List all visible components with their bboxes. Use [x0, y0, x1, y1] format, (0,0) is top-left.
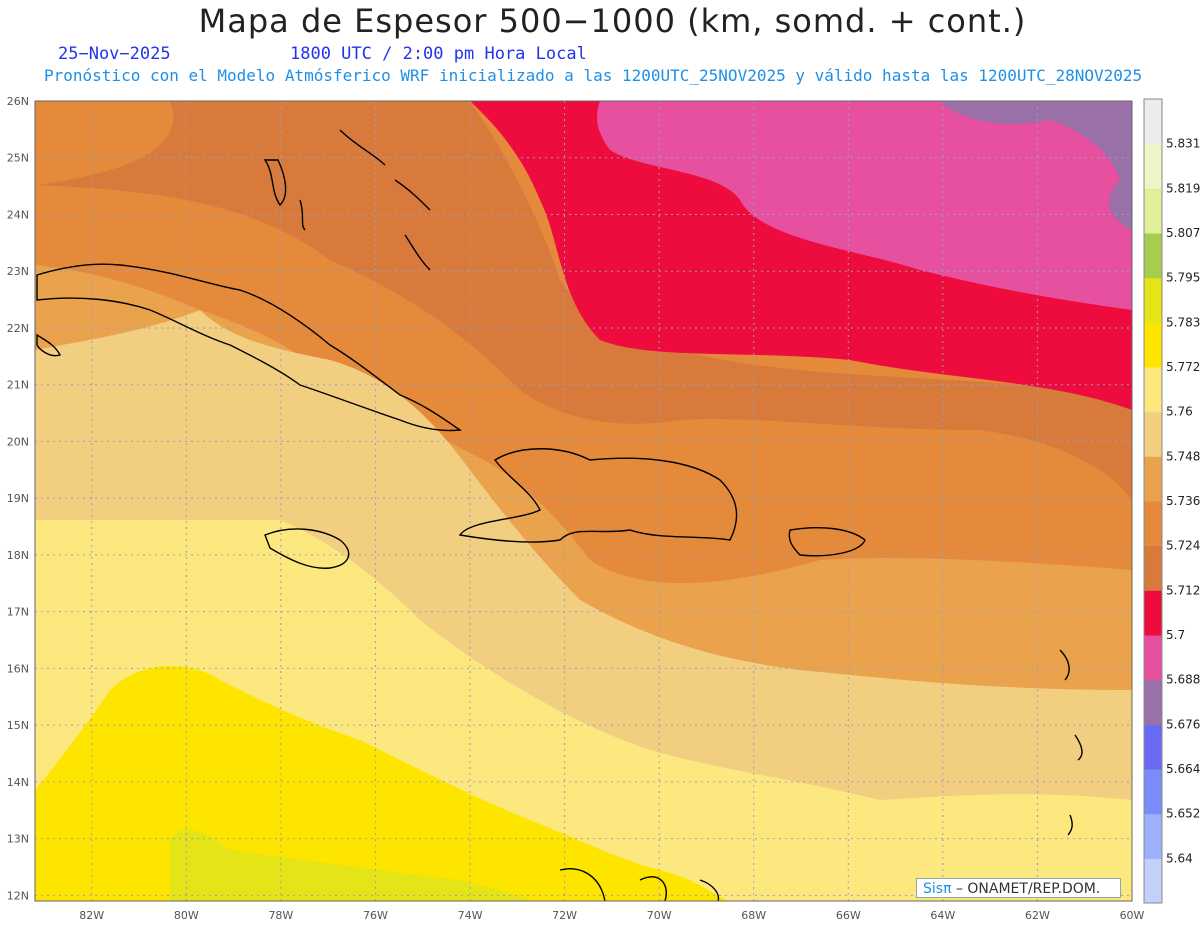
lon-tick-label: 78W: [268, 909, 293, 922]
south-america-coast: [559, 868, 720, 901]
lat-tick-label: 14N: [7, 776, 29, 789]
lon-tick-label: 70W: [647, 909, 672, 922]
colorbar-label: 5.807: [1166, 226, 1200, 240]
colorbar-swatch: [1144, 99, 1162, 145]
lat-tick-label: 17N: [7, 606, 29, 619]
colorbar-swatch: [1144, 233, 1162, 279]
lat-tick-label: 18N: [7, 549, 29, 562]
colorbar-label: 5.664: [1166, 762, 1200, 776]
lat-tick-label: 22N: [7, 322, 29, 335]
colorbar-swatch: [1144, 858, 1162, 904]
colorbar-label: 5.712: [1166, 583, 1200, 597]
colorbar-label: 5.688: [1166, 673, 1200, 687]
colorbar-swatch: [1144, 322, 1162, 368]
bahamas-east-coast: [339, 129, 431, 271]
colorbar-swatch: [1144, 143, 1162, 189]
lon-tick-label: 72W: [552, 909, 577, 922]
hispaniola-coast: [458, 448, 738, 543]
colorbar-swatch: [1144, 501, 1162, 547]
colorbar-label: 5.783: [1166, 315, 1200, 329]
puerto-rico-coast: [788, 527, 866, 557]
longitude-labels: 82W 80W 78W 76W 74W 72W 70W 68W 66W 64W 62W 60W: [79, 909, 1144, 922]
lat-tick-label: 25N: [7, 152, 29, 165]
lon-tick-label: 76W: [363, 909, 388, 922]
colorbar-swatch: [1144, 813, 1162, 859]
colorbar-swatch: [1144, 277, 1162, 323]
latitude-labels: 12N 13N 14N 15N 16N 17N 18N 19N 20N 21N 22N 23N 24N 2…: [7, 95, 29, 902]
lon-tick-label: 60W: [1120, 909, 1145, 922]
colorbar-swatch: [1144, 367, 1162, 413]
sispi-logo: Sisπ: [923, 881, 952, 897]
colorbar-swatch: [1144, 590, 1162, 636]
colorbar-label: 5.652: [1166, 807, 1200, 821]
lesser-antilles-coast: [1059, 649, 1083, 836]
colorbar-label: 5.64: [1166, 851, 1193, 865]
map-frame: [34, 100, 1133, 902]
colorbar-label: 5.819: [1166, 181, 1200, 195]
colorbar-label: 5.76: [1166, 405, 1193, 419]
forecast-date: 25−Nov−2025: [58, 44, 171, 64]
lat-tick-label: 13N: [7, 833, 29, 846]
lon-tick-label: 66W: [836, 909, 861, 922]
lon-tick-label: 80W: [174, 909, 199, 922]
colorbar-label: 5.7: [1166, 628, 1185, 642]
credit-box: Sisπ – ONAMET/REP.DOM.: [916, 878, 1121, 898]
colorbar-swatch: [1144, 411, 1162, 457]
jamaica-coast: [264, 528, 350, 569]
lon-tick-label: 64W: [930, 909, 955, 922]
lat-lon-grid: [35, 100, 1133, 901]
colorbar-label: 5.748: [1166, 449, 1200, 463]
lon-tick-label: 62W: [1025, 909, 1050, 922]
coastlines: [36, 129, 1083, 901]
lon-tick-label: 82W: [79, 909, 104, 922]
lat-tick-label: 23N: [7, 265, 29, 278]
colorbar-swatch: [1144, 188, 1162, 234]
map-title: Mapa de Espesor 500−1000 (km, somd. + co…: [198, 2, 1027, 40]
forecast-time: 1800 UTC / 2:00 pm Hora Local: [290, 44, 587, 64]
colorbar: 5.64 5.652 5.664 5.676 5.688 5.7 5.712 5.724 5.7…: [1143, 98, 1200, 904]
colorbar-label: 5.772: [1166, 360, 1200, 374]
colorbar-swatch: [1144, 456, 1162, 502]
colorbar-label: 5.736: [1166, 494, 1200, 508]
colorbar-swatch: [1144, 545, 1162, 591]
bahamas-coast: [263, 159, 306, 231]
colorbar-label: 5.831: [1166, 137, 1200, 151]
lon-tick-label: 68W: [741, 909, 766, 922]
cuba-coast: [36, 263, 463, 432]
credit-text: – ONAMET/REP.DOM.: [955, 881, 1101, 897]
colorbar-swatch: [1144, 635, 1162, 681]
colorbar-swatch: [1144, 679, 1162, 725]
lon-tick-label: 74W: [458, 909, 483, 922]
lat-tick-label: 20N: [7, 435, 29, 448]
thickness-fill-layer: [35, 101, 1132, 901]
colorbar-label: 5.795: [1166, 271, 1200, 285]
lat-tick-label: 26N: [7, 95, 29, 108]
lat-tick-label: 12N: [7, 889, 29, 902]
lat-tick-label: 19N: [7, 492, 29, 505]
lat-tick-label: 16N: [7, 662, 29, 675]
lat-tick-label: 21N: [7, 379, 29, 392]
colorbar-swatch: [1144, 724, 1162, 770]
colorbar-swatch: [1144, 769, 1162, 815]
model-description: Pronóstico con el Modelo Atmósferico WRF…: [44, 66, 1143, 85]
colorbar-label: 5.724: [1166, 539, 1200, 553]
lat-tick-label: 24N: [7, 208, 29, 221]
colorbar-label: 5.676: [1166, 717, 1200, 731]
lat-tick-label: 15N: [7, 719, 29, 732]
yucatan-coast: [36, 333, 61, 357]
colorbar-frame: [1143, 98, 1163, 904]
